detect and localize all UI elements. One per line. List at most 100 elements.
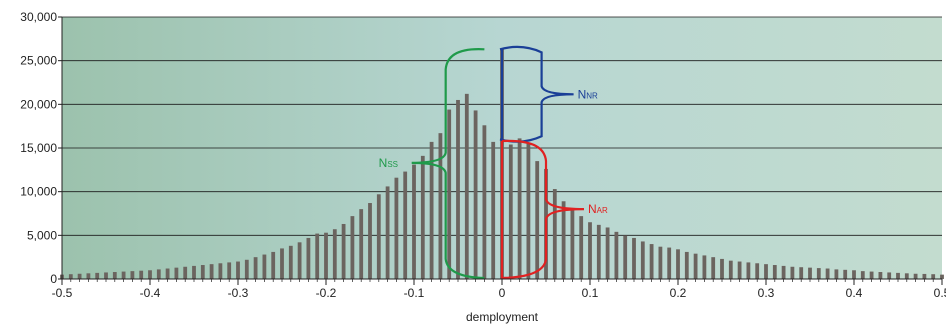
histogram-bar [192,265,196,279]
x-tick-label: -0.1 [404,286,425,300]
histogram-bar [385,186,390,279]
histogram-bar [790,266,795,279]
histogram-bar [315,233,320,279]
histogram-bar [676,249,680,279]
histogram-bar [148,270,152,279]
y-tick-label: 5,000 [27,228,57,242]
histogram-bar [394,177,399,279]
y-tick-label: 20,000 [20,97,57,111]
histogram-bar [878,272,883,279]
y-tick-label: 15,000 [20,141,57,155]
histogram-bar [183,266,188,279]
histogram-bar [808,267,812,279]
histogram-bar [438,133,443,279]
histogram-bar [658,246,663,279]
histogram-bar [447,109,452,279]
histogram-bar [288,245,293,279]
histogram-bar [368,203,372,279]
histogram-bar [209,264,214,279]
histogram-bar [200,265,205,279]
histogram-bar [755,263,760,279]
axes: 0 5,000 10,000 15,000 20,000 25,000 30,000 -0.5… [20,10,946,300]
y-tick-label: 30,000 [20,10,57,24]
histogram-bar [579,216,584,279]
histogram-bar [429,141,434,279]
histogram-bar [376,194,381,279]
x-tick-label: 0 [499,286,506,300]
histogram-bar [869,271,874,279]
histogram-bar [632,237,636,279]
histogram-bar [227,262,232,279]
histogram-bar [852,270,856,279]
histogram-bar [403,171,408,279]
histogram-bar [896,272,900,279]
histogram-bar [605,227,610,279]
annotations: NNR NSS NAR [379,45,608,280]
histogram-bar [588,222,592,279]
histogram-bar [860,271,865,279]
x-tick-label: -0.5 [52,286,73,300]
x-tick-label: 0.5 [934,286,946,300]
histogram-bar [482,125,487,279]
x-tick-label: 0.1 [582,286,599,300]
histogram-bar [244,259,249,279]
histogram-bar [526,142,531,279]
histogram-bar [834,269,839,279]
histogram-bar [649,244,654,279]
histogram-bar [904,273,909,279]
histogram-bar [86,273,91,279]
histogram-bar [728,260,733,279]
x-tick-label: 0.2 [670,286,687,300]
ar-label: NAR [588,202,608,216]
histogram-bar [746,262,751,279]
histogram-bar [104,272,108,279]
y-tick-label: 25,000 [20,54,57,68]
histogram-bar [693,253,698,279]
histogram-bar [165,268,170,279]
histogram-bar [781,265,786,279]
histogram-bar [218,263,223,279]
histogram-bar [280,248,284,279]
histogram-bar [535,161,540,279]
histogram-bar [816,268,821,279]
histogram-bar [130,271,135,279]
histogram-bar [68,274,73,279]
y-tick-label: 10,000 [20,185,57,199]
nr-bracket [499,45,574,143]
histogram-bar [737,261,742,279]
x-axis-title: demployment [466,310,539,324]
histogram-bar [931,274,936,279]
ar-bracket [500,139,585,280]
nr-label: NNR [578,87,598,101]
histogram-bar [825,268,830,279]
histogram-bar [332,229,337,279]
histogram-bar [623,235,628,279]
histogram-bar [262,254,267,279]
histogram-bar [702,255,707,279]
histogram-bar [667,247,672,279]
ss-bracket [411,48,485,280]
histogram-bar [640,241,645,279]
histogram-bar [77,273,82,279]
histogram-bar [297,242,302,279]
histogram-bar [306,237,311,279]
histogram-bar [473,110,478,280]
histogram-bar [412,164,416,279]
histogram-bar [684,251,689,279]
histogram-bar [174,267,179,279]
x-tick-label: -0.2 [316,286,337,300]
histogram-bar [271,251,276,279]
y-tick-label: 0 [50,272,57,286]
histogram-bar [596,224,601,279]
x-tick-label: -0.4 [140,286,161,300]
histogram-bar [464,93,469,279]
histogram-bar [940,274,944,279]
histogram-bar [359,209,364,279]
histogram-bar [887,272,892,279]
histogram-bar [799,267,804,279]
histogram-bar [324,232,328,279]
histogram-bar [121,271,126,279]
bars [60,49,944,280]
histogram-bar [517,138,522,279]
